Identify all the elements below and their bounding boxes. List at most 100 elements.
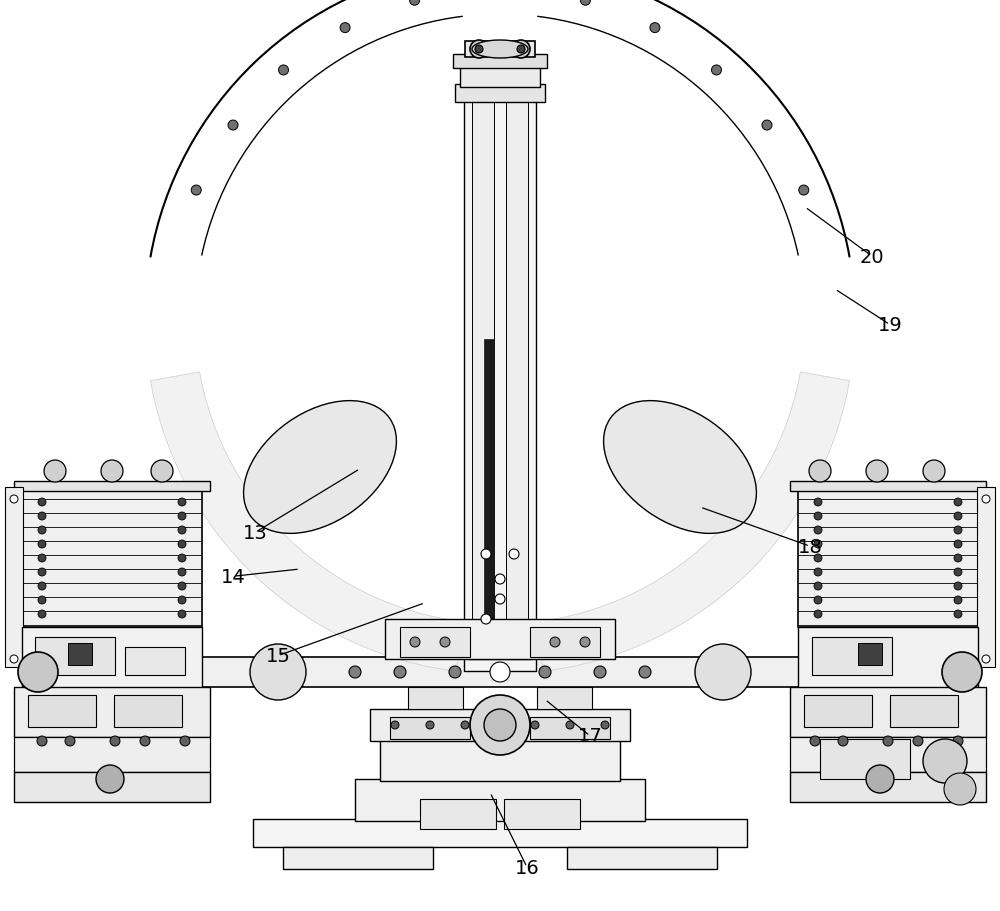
Circle shape [814,540,822,548]
Circle shape [809,460,831,483]
Bar [5,487,23,667]
Bar [790,773,986,802]
Circle shape [883,736,893,746]
Bar [408,687,463,710]
Circle shape [180,736,190,746]
Circle shape [512,41,530,59]
Circle shape [391,722,399,729]
Circle shape [470,695,530,755]
Bar [530,717,610,739]
Circle shape [495,594,505,604]
Circle shape [954,555,962,562]
Circle shape [10,655,18,663]
Circle shape [944,773,976,805]
Polygon shape [115,657,885,687]
Circle shape [539,666,551,679]
Circle shape [228,121,238,131]
Polygon shape [150,373,463,671]
Bar [28,695,96,727]
Circle shape [410,638,420,648]
Circle shape [954,527,962,535]
Bar [125,648,185,675]
Circle shape [954,610,962,619]
Bar [22,628,202,690]
Circle shape [279,66,289,76]
Circle shape [711,66,721,76]
Circle shape [954,540,962,548]
Circle shape [954,568,962,577]
Circle shape [594,666,606,679]
Bar [472,95,494,660]
Bar [453,55,547,69]
Circle shape [178,512,186,520]
Circle shape [410,0,420,6]
Bar [253,819,747,847]
Circle shape [340,24,350,34]
Circle shape [490,662,510,682]
Bar [385,619,615,660]
Circle shape [762,121,772,131]
Bar [798,628,978,690]
Circle shape [814,610,822,619]
Bar [283,847,433,869]
Circle shape [178,498,186,507]
Text: 19: 19 [878,316,902,334]
Circle shape [913,736,923,746]
Circle shape [580,0,590,6]
Bar [977,487,995,667]
Circle shape [517,46,525,54]
Bar [114,695,182,727]
Bar [567,847,717,869]
Circle shape [814,498,822,507]
Circle shape [838,736,848,746]
Circle shape [814,568,822,577]
Circle shape [38,527,46,535]
Bar [22,487,202,628]
Circle shape [954,512,962,520]
Circle shape [954,498,962,507]
Circle shape [814,512,822,520]
Text: 17: 17 [578,727,602,745]
Circle shape [695,644,751,701]
Bar [858,643,882,665]
Ellipse shape [604,401,756,534]
Circle shape [481,614,491,624]
Circle shape [799,186,809,196]
Circle shape [810,736,820,746]
Circle shape [38,498,46,507]
Circle shape [953,736,963,746]
Circle shape [954,582,962,590]
Bar [812,638,892,675]
Circle shape [470,41,488,59]
Circle shape [866,765,894,793]
Circle shape [191,186,201,196]
Circle shape [650,24,660,34]
Circle shape [982,496,990,504]
Text: 13: 13 [243,524,267,542]
Bar [14,737,210,773]
Bar [804,695,872,727]
Bar [355,779,645,821]
Bar [380,739,620,781]
Circle shape [38,555,46,562]
Circle shape [475,46,483,54]
Bar [465,42,535,58]
Circle shape [481,549,491,559]
Circle shape [140,736,150,746]
Bar [14,482,210,491]
Bar [93,648,115,697]
Circle shape [639,666,651,679]
Circle shape [178,610,186,619]
Circle shape [178,568,186,577]
Circle shape [866,460,888,483]
Circle shape [580,638,590,648]
Bar [484,340,494,650]
Bar [455,85,545,103]
Bar [820,739,910,779]
Bar [890,695,958,727]
Circle shape [484,710,516,742]
Circle shape [178,597,186,604]
Bar [464,92,536,671]
Bar [14,687,210,737]
Bar [472,631,528,655]
